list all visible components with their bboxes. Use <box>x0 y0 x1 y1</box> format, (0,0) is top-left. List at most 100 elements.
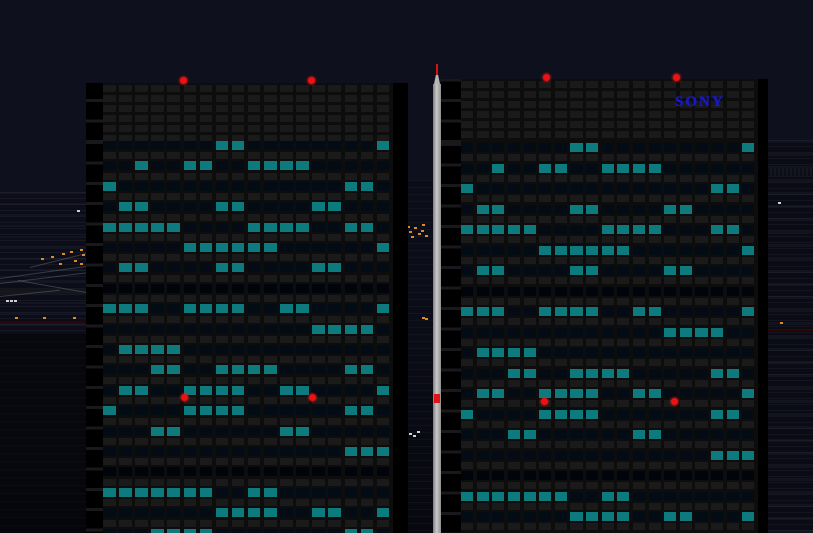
spandrel-cell <box>539 215 552 223</box>
window-cell <box>461 143 474 152</box>
spandrel-cell <box>461 379 474 387</box>
spandrel-cell <box>695 318 708 326</box>
spandrel-cell <box>523 277 536 285</box>
window-cell <box>199 243 213 252</box>
spandrel-row <box>461 420 758 428</box>
spandrel-cell <box>247 193 261 201</box>
spandrel-cell <box>135 105 148 112</box>
window-cell <box>586 348 599 357</box>
window-cell <box>376 447 390 456</box>
spandrel-cell <box>135 336 148 343</box>
window-cell <box>215 161 229 171</box>
spandrel-cell <box>296 95 309 102</box>
spandrel-cell <box>183 254 196 262</box>
spandrel-cell <box>135 478 148 486</box>
mast-taper <box>434 72 440 84</box>
window-cell <box>264 304 277 314</box>
window-row <box>461 450 758 460</box>
window-cell <box>199 222 213 232</box>
spandrel-row <box>103 125 393 132</box>
spandrel-cell <box>151 105 164 112</box>
window-cell <box>617 409 630 419</box>
spandrel-cell <box>167 478 180 486</box>
spandrel-cell <box>376 356 390 364</box>
spandrel-cell <box>648 379 661 387</box>
spandrel-cell <box>507 111 520 118</box>
window-cell <box>679 225 692 234</box>
window-cell <box>328 447 341 456</box>
window-row <box>461 368 758 378</box>
window-cell <box>247 345 261 354</box>
spandrel-cell <box>664 131 677 138</box>
spandrel-cell <box>344 115 357 122</box>
window-cell <box>296 202 309 212</box>
window-cell-dark <box>231 467 245 477</box>
window-cell <box>601 225 614 234</box>
window-cell-dark <box>135 283 148 293</box>
spandrel-cell <box>247 499 261 507</box>
window-cell <box>296 243 309 252</box>
window-cell <box>264 181 277 191</box>
window-cell <box>328 263 341 273</box>
spandrel-cell <box>476 461 489 469</box>
spandrel-cell <box>135 397 148 405</box>
spandrel-cell <box>344 519 357 527</box>
spandrel-cell <box>586 297 599 305</box>
window-cell <box>586 143 599 152</box>
window-cell <box>103 385 116 395</box>
spandrel-cell <box>648 256 661 264</box>
spandrel-cell <box>648 236 661 244</box>
spandrel-cell <box>167 417 180 425</box>
spandrel-cell <box>264 135 277 142</box>
spandrel-cell <box>151 125 164 132</box>
window-cell <box>199 487 213 497</box>
spandrel-cell <box>539 482 552 490</box>
window-cell <box>119 304 132 314</box>
spandrel-cell <box>648 91 661 98</box>
window-cell-dark <box>312 467 325 477</box>
spandrel-cell <box>376 172 390 180</box>
spandrel-cell <box>199 193 213 201</box>
window-cell <box>679 491 692 501</box>
window-cell <box>183 528 196 533</box>
city-light-orange <box>422 317 425 319</box>
window-cell <box>376 345 390 354</box>
spandrel-row <box>103 315 393 323</box>
spandrel-cell <box>151 336 164 343</box>
window-cell <box>264 324 277 334</box>
spandrel-cell <box>742 91 755 98</box>
spandrel-cell <box>103 295 116 303</box>
spandrel-cell <box>492 359 505 367</box>
spandrel-cell <box>742 195 755 203</box>
window-cell <box>328 304 341 314</box>
spandrel-cell <box>617 400 630 408</box>
spandrel-cell <box>103 376 116 384</box>
window-cell <box>135 243 148 252</box>
window-cell-dark <box>523 286 536 296</box>
window-cell <box>664 245 677 255</box>
window-cell <box>742 143 755 152</box>
spandrel-cell <box>296 315 309 323</box>
spandrel-cell <box>632 379 646 387</box>
city-light-orange <box>59 263 62 265</box>
window-cell <box>376 487 390 497</box>
spandrel-cell <box>296 274 309 282</box>
spandrel-cell <box>695 215 708 223</box>
spandrel-cell <box>215 417 229 425</box>
window-cell <box>119 406 132 416</box>
spandrel-cell <box>476 195 489 203</box>
spandrel-cell <box>570 121 583 128</box>
window-cell <box>507 266 520 275</box>
spandrel-cell <box>570 236 583 244</box>
window-cell <box>183 304 196 314</box>
spandrel-row <box>103 172 393 180</box>
spandrel-cell <box>312 234 325 241</box>
spandrel-cell <box>711 121 724 128</box>
spandrel-cell <box>344 125 357 132</box>
city-light-white <box>10 300 13 302</box>
spandrel-cell <box>360 135 374 142</box>
spandrel-cell <box>167 438 180 445</box>
spandrel-cell <box>215 172 229 180</box>
spandrel-cell <box>135 234 148 241</box>
window-cell <box>492 450 505 460</box>
